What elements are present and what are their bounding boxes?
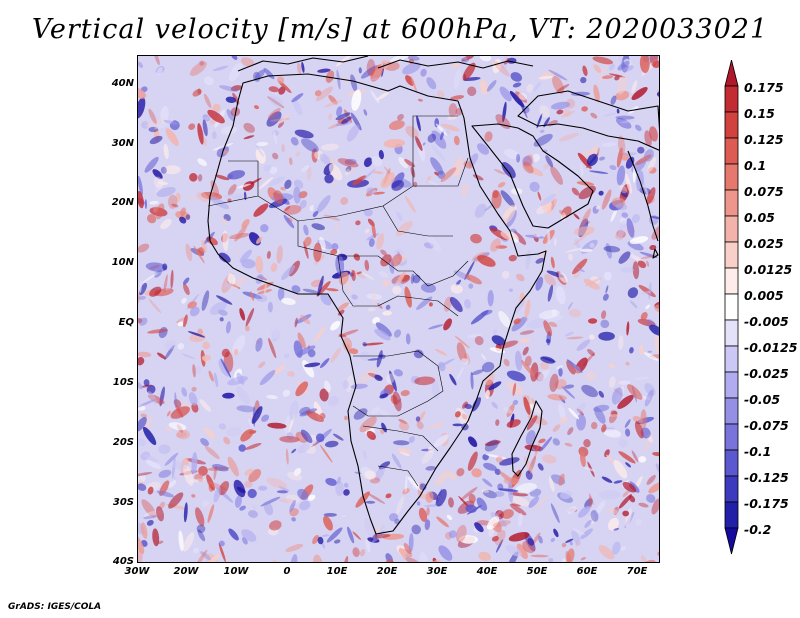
lon-tick-label: 10E xyxy=(326,566,348,577)
colorbar-swatch xyxy=(724,423,739,451)
colorbar-swatch xyxy=(724,215,739,243)
map-panel xyxy=(137,55,660,563)
colorbar-label: -0.005 xyxy=(744,314,789,329)
colorbar-label: 0.1 xyxy=(744,158,767,173)
colorbar-label: 0.175 xyxy=(744,80,784,95)
colorbar-swatch xyxy=(724,189,739,217)
lon-tick-label: 30W xyxy=(124,566,150,577)
colorbar-swatch xyxy=(724,137,739,165)
colorbar-swatch xyxy=(724,85,739,113)
colorbar-swatch xyxy=(724,319,739,347)
colorbar-label: 0.025 xyxy=(744,236,784,251)
chart-title: Vertical velocity [m/s] at 600hPa, VT: 2… xyxy=(31,14,769,45)
colorbar-label: -0.05 xyxy=(744,392,781,407)
lon-tick-label: 0 xyxy=(283,566,291,577)
lat-tick-label: 20N xyxy=(111,197,134,208)
colorbar-swatch xyxy=(724,241,739,269)
lon-tick-label: 60E xyxy=(576,566,598,577)
colorbar-label: -0.025 xyxy=(744,366,789,381)
lat-tick-label: 30N xyxy=(111,138,134,149)
colorbar-swatch xyxy=(724,345,739,373)
colorbar-label: -0.1 xyxy=(744,444,772,459)
lon-tick-label: 20E xyxy=(376,566,398,577)
colorbar-label: -0.175 xyxy=(744,496,789,511)
colorbar-label: 0.125 xyxy=(744,132,784,147)
colorbar-label: -0.0125 xyxy=(744,340,798,355)
colorbar-swatch xyxy=(724,163,739,191)
lat-tick-label: 20S xyxy=(112,437,134,448)
map-field xyxy=(138,56,659,562)
colorbar-swatch xyxy=(724,527,739,555)
credit-text: GrADS: IGES/COLA xyxy=(8,602,102,612)
coastlines xyxy=(207,56,659,535)
colorbar-label: 0.0125 xyxy=(744,262,793,277)
lat-tick-label: 10N xyxy=(111,257,134,268)
colorbar-swatch xyxy=(724,267,739,295)
country-borders xyxy=(207,115,469,487)
lon-tick-label: 30E xyxy=(426,566,448,577)
colorbar-swatch xyxy=(724,371,739,399)
lat-tick-label: 40S xyxy=(112,556,134,567)
lat-tick-label: 10S xyxy=(112,377,134,388)
colorbar-label: 0.005 xyxy=(744,288,784,303)
lon-tick-label: 20W xyxy=(173,566,199,577)
colorbar-swatch xyxy=(724,397,739,425)
colorbar-swatch xyxy=(724,501,739,529)
colorbar-swatch xyxy=(724,475,739,503)
colorbar-swatch xyxy=(724,60,739,87)
lat-tick-label: EQ xyxy=(118,317,134,328)
lon-tick-label: 50E xyxy=(526,566,548,577)
colorbar-swatch xyxy=(724,293,739,321)
lat-tick-label: 30S xyxy=(112,497,134,508)
colorbar xyxy=(724,60,739,555)
colorbar-swatch xyxy=(724,449,739,477)
colorbar-label: 0.05 xyxy=(744,210,775,225)
colorbar-label: -0.2 xyxy=(744,522,772,537)
colorbar-swatch xyxy=(724,111,739,139)
lon-tick-label: 40E xyxy=(476,566,498,577)
colorbar-label: -0.075 xyxy=(744,418,789,433)
lon-tick-label: 70E xyxy=(626,566,648,577)
lat-tick-label: 40N xyxy=(111,78,134,89)
lon-tick-label: 10W xyxy=(223,566,249,577)
colorbar-label: 0.15 xyxy=(744,106,775,121)
colorbar-label: 0.075 xyxy=(744,184,784,199)
colorbar-label: -0.125 xyxy=(744,470,789,485)
